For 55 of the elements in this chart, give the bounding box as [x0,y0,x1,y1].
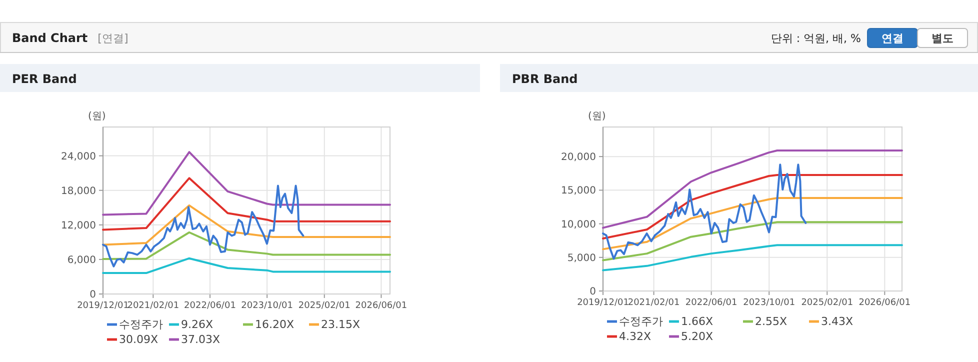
legend-label: 16.20X [255,318,294,331]
y-axis-title: (원) [88,111,106,122]
y-tick-label: 24,000 [61,151,96,162]
y-tick-label: 6,000 [67,254,96,266]
chart-title: PBR Band [512,72,578,86]
y-tick-label: 0 [90,290,96,300]
line-series [102,204,391,246]
y-tick-label: 10,000 [561,219,596,230]
y-tick-label: 5,000 [567,252,596,264]
x-tick-label: 2022/06/01 [184,301,236,311]
chart-title: PER Band [12,72,77,86]
legend-label: 수정주가 [119,318,163,331]
line-series [602,244,903,272]
x-tick-label: 2025/02/01 [801,298,854,308]
line-series [602,164,807,260]
legend-label: 1.66X [681,315,714,328]
legend-label: 9.26X [181,318,214,331]
legend-label: 3.43X [821,315,854,328]
line-series [602,197,903,250]
legend-label: 37.03X [181,333,220,346]
x-tick-label: 2019/12/01 [77,301,129,311]
text: 단위 : 억원, 배, % [770,32,861,45]
y-tick-label: 18,000 [61,186,96,197]
y-tick-label: 0 [590,286,596,298]
line-series [602,221,903,262]
line-series [602,150,903,229]
legend-label: 4.32X [619,330,652,343]
line-series [102,257,391,274]
line-series [102,184,304,268]
legend-label: 30.09X [119,333,158,346]
y-axis-title: (원) [588,111,606,122]
text: [연결] [98,32,128,45]
x-tick-label: 2021/02/01 [628,298,680,308]
y-tick-label: 12,000 [61,220,96,232]
legend-label: 수정주가 [619,315,663,328]
x-tick-label: 2023/10/01 [743,298,796,308]
line-series [102,177,391,231]
x-tick-label: 2026/06/01 [355,301,408,311]
text: 별도 [932,32,954,45]
x-tick-label: 2023/10/01 [241,301,294,311]
text: 연결 [882,32,904,45]
x-tick-label: 2019/12/01 [577,298,629,308]
legend-label: 5.20X [681,330,714,343]
legend-label: 2.55X [755,315,788,328]
text: Band Chart [12,31,88,45]
legend-label: 23.15X [321,318,360,331]
line-series [102,231,391,260]
x-tick-label: 2026/06/01 [858,298,911,308]
line-series [102,151,391,216]
x-tick-label: 2025/02/01 [298,301,350,311]
x-tick-label: 2022/06/01 [685,298,738,308]
y-tick-label: 20,000 [561,152,596,164]
y-tick-label: 15,000 [561,186,596,197]
x-tick-label: 2021/02/01 [127,301,180,311]
line-series [602,174,903,240]
